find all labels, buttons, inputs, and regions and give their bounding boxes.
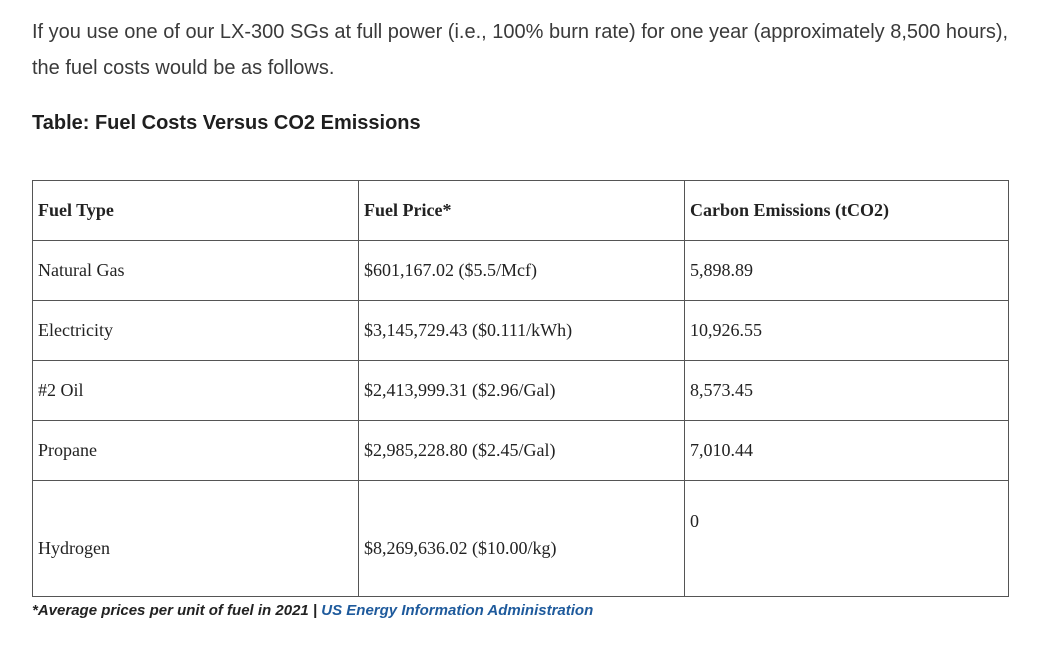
cell-fuel-type: Hydrogen [32,480,359,597]
cell-emissions: 0 [684,480,1009,597]
cell-emissions: 7,010.44 [684,420,1009,481]
cell-fuel-type: #2 Oil [32,360,359,421]
table-title: Table: Fuel Costs Versus CO2 Emissions [32,112,421,134]
header-fuel-price: Fuel Price* [358,180,685,241]
header-carbon-emissions: Carbon Emissions (tCO2) [684,180,1009,241]
footnote-text: *Average prices per unit of fuel in 2021… [32,602,322,619]
table-row: Propane $2,985,228.80 ($2.45/Gal) 7,010.… [32,420,1009,481]
cell-fuel-type: Propane [32,420,359,481]
cell-emissions: 10,926.55 [684,300,1009,361]
table-row: Natural Gas $601,167.02 ($5.5/Mcf) 5,898… [32,240,1009,301]
header-fuel-type: Fuel Type [32,180,359,241]
cell-fuel-price: $3,145,729.43 ($0.111/kWh) [358,300,685,361]
cell-fuel-price: $2,413,999.31 ($2.96/Gal) [358,360,685,421]
cell-fuel-price: $8,269,636.02 ($10.00/kg) [358,480,685,597]
table-row: Electricity $3,145,729.43 ($0.111/kWh) 1… [32,300,1009,361]
footnote: *Average prices per unit of fuel in 2021… [32,602,593,619]
cell-fuel-price: $2,985,228.80 ($2.45/Gal) [358,420,685,481]
cell-emissions: 5,898.89 [684,240,1009,301]
cell-fuel-type: Electricity [32,300,359,361]
cell-fuel-price: $601,167.02 ($5.5/Mcf) [358,240,685,301]
table-row: #2 Oil $2,413,999.31 ($2.96/Gal) 8,573.4… [32,360,1009,421]
table-header-row: Fuel Type Fuel Price* Carbon Emissions (… [32,180,1009,241]
table-row: Hydrogen $8,269,636.02 ($10.00/kg) 0 [32,480,1009,597]
fuel-costs-table: Fuel Type Fuel Price* Carbon Emissions (… [32,180,1009,597]
eia-source-link[interactable]: US Energy Information Administration [321,602,594,619]
cell-emissions: 8,573.45 [684,360,1009,421]
intro-paragraph: If you use one of our LX-300 SGs at full… [32,21,1009,79]
cell-fuel-type: Natural Gas [32,240,359,301]
